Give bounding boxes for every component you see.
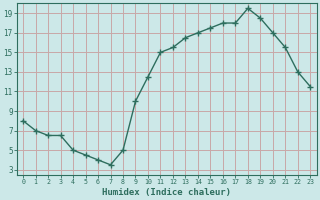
- X-axis label: Humidex (Indice chaleur): Humidex (Indice chaleur): [102, 188, 231, 197]
